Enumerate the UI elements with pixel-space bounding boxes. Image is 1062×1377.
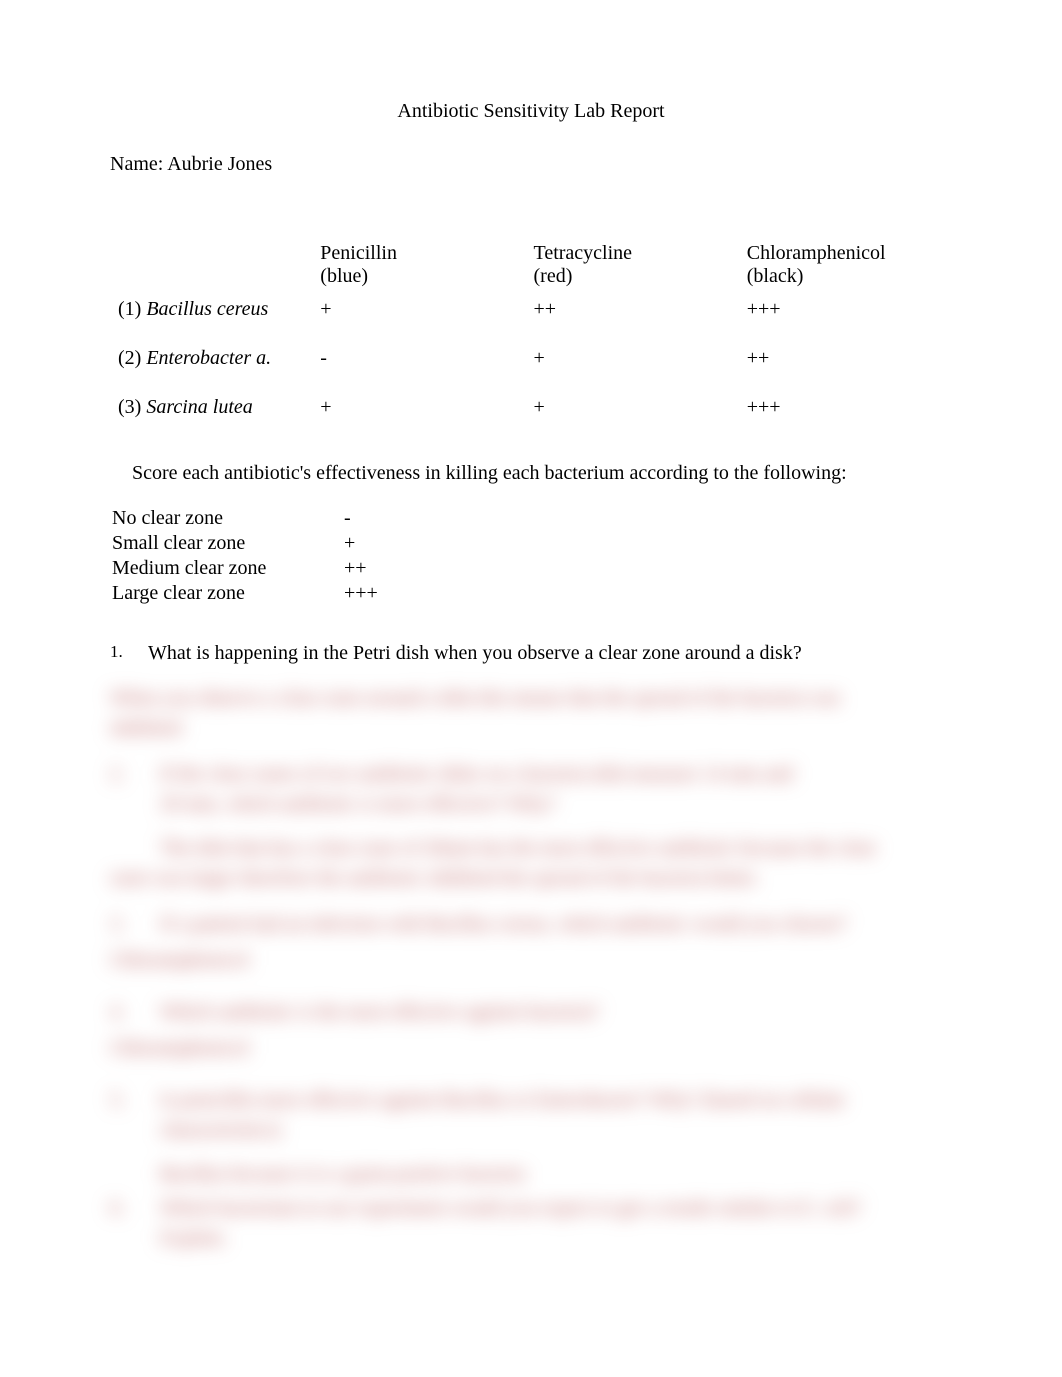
table-cell: - [312,339,525,388]
legend-symbol: - [344,507,378,530]
blurred-question: 3. If a patient had an infection with Ba… [110,909,952,939]
blurred-question: 2. If the clear zones of two antibiotic … [110,759,952,819]
blurred-answer: When you observe a clear zone around a d… [110,683,952,743]
question-item: 1. What is happening in the Petri dish w… [110,642,952,665]
column-header: Penicillin (blue) [312,236,525,290]
table-cell: + [312,388,525,437]
organism-name: Bacillus cereus [146,298,268,320]
legend-row: No clear zone - [112,507,378,530]
table-cell: +++ [739,388,952,437]
legend-table: No clear zone - Small clear zone + Mediu… [110,505,380,607]
question-number: 1. [110,642,148,665]
row-label: (3) Sarcina lutea [110,388,312,437]
table-cell: ++ [526,290,739,339]
table-cell: + [526,339,739,388]
column-header: Tetracycline (red) [526,236,739,290]
table-row: (2) Enterobacter a. - + ++ [110,339,952,388]
question-list: 1. What is happening in the Petri dish w… [110,642,952,665]
col-name: Chloramphenicol [747,242,886,264]
name-field: Name: Aubrie Jones [110,153,952,176]
blurred-question: 4. Which antibiotic is the most effectiv… [110,997,952,1027]
blurred-answer: Chloramphenicol [110,1033,952,1063]
legend-label: Large clear zone [112,582,342,605]
sensitivity-table: Penicillin (blue) Tetracycline (red) Chl… [110,236,952,437]
legend-label: No clear zone [112,507,342,530]
blurred-answer: Bacillus because it is a gram positive b… [160,1159,952,1189]
column-header: Chloramphenicol (black) [739,236,952,290]
legend-symbol: +++ [344,582,378,605]
table-cell: + [312,290,525,339]
blurred-answer: The disk that has a clear zone of 20mm h… [110,833,952,893]
organism-name: Enterobacter a. [146,347,271,369]
table-header-row: Penicillin (blue) Tetracycline (red) Chl… [110,236,952,290]
legend-row: Large clear zone +++ [112,582,378,605]
table-row: (3) Sarcina lutea + + +++ [110,388,952,437]
question-text: What is happening in the Petri dish when… [148,642,952,665]
score-instruction: Score each antibiotic's effectiveness in… [132,462,952,485]
col-name: Penicillin [320,242,397,264]
legend-symbol: ++ [344,557,378,580]
legend-label: Medium clear zone [112,557,342,580]
col-name: Tetracycline [534,242,633,264]
blurred-answer: Chloramphenicol [110,945,952,975]
table-cell: ++ [739,339,952,388]
col-color: (black) [747,265,804,287]
legend-symbol: + [344,532,378,555]
col-color: (red) [534,265,573,287]
organism-name: Sarcina lutea [146,396,252,418]
legend-row: Small clear zone + [112,532,378,555]
table-cell: + [526,388,739,437]
row-label: (1) Bacillus cereus [110,290,312,339]
page-title: Antibiotic Sensitivity Lab Report [110,100,952,123]
blurred-content: When you observe a clear zone around a d… [110,683,952,1253]
legend-label: Small clear zone [112,532,342,555]
row-label: (2) Enterobacter a. [110,339,312,388]
table-row: (1) Bacillus cereus + ++ +++ [110,290,952,339]
blurred-question: 6. Which bacterium in our experiment wou… [110,1193,952,1253]
blurred-question: 5. Is penicillin more effective against … [110,1085,952,1145]
legend-row: Medium clear zone ++ [112,557,378,580]
table-cell: +++ [739,290,952,339]
col-color: (blue) [320,265,368,287]
